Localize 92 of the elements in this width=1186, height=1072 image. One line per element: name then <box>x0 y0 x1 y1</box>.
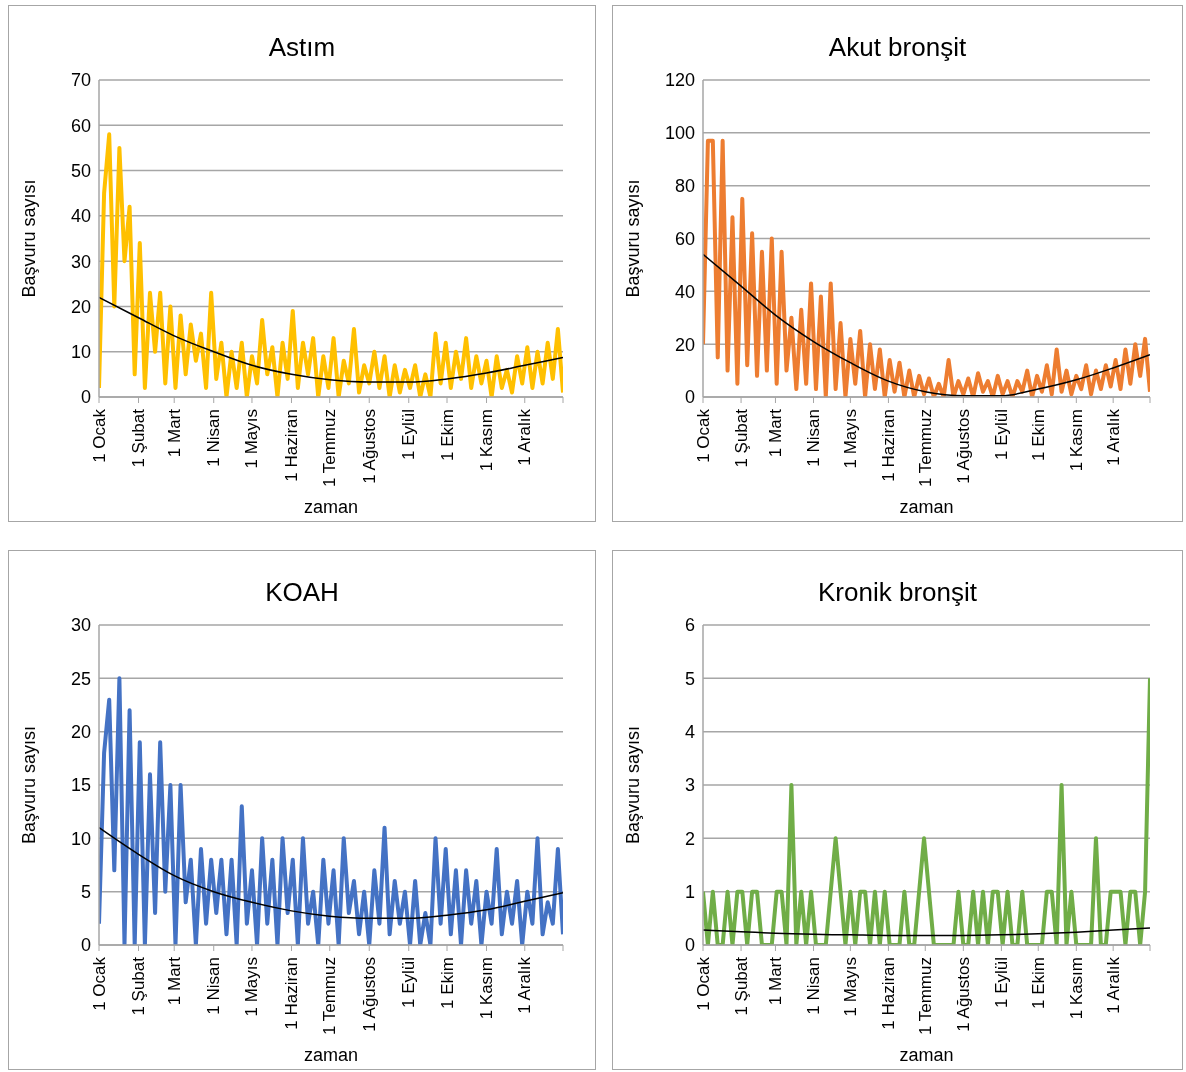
y-tick-label: 0 <box>684 935 695 956</box>
y-tick-label: 10 <box>70 342 91 363</box>
x-tick-label: 1 Aralık <box>1103 408 1123 466</box>
y-tick-label: 2 <box>684 828 695 849</box>
x-tick-label: 1 Temmuz <box>915 409 935 488</box>
x-tick-label: 1 Haziran <box>878 409 898 482</box>
y-axis-title: Başvuru sayısı <box>623 179 644 298</box>
x-tick-label: 1 Nisan <box>804 409 824 467</box>
line-series <box>99 296 563 383</box>
x-tick-label: 1 Haziran <box>281 409 301 482</box>
x-axis-title: zaman <box>303 1045 359 1065</box>
x-tick-label: 1 Temmuz <box>320 957 340 1036</box>
x-tick-label: 1 Ağustos <box>359 409 379 484</box>
x-tick-label: 1 Kasım <box>1066 409 1086 472</box>
x-tick-label: 1 Mart <box>164 408 184 458</box>
y-tick-label: 3 <box>684 775 695 796</box>
x-tick-label: 1 Mayıs <box>840 957 860 1017</box>
x-axis-title: zaman <box>303 497 359 517</box>
x-tick-label: 1 Şubat <box>129 408 149 468</box>
x-tick-label: 1 Haziran <box>878 957 898 1030</box>
y-tick-label: 10 <box>70 828 91 849</box>
x-tick-label: 1 Ocak <box>693 408 713 463</box>
x-tick-label: 1 Eylül <box>991 409 1011 461</box>
y-tick-label: 120 <box>664 70 695 91</box>
x-tick-label: 1 Ocak <box>89 956 109 1011</box>
x-tick-label: 1 Aralık <box>515 408 535 466</box>
chart-title: KOAH <box>264 577 340 609</box>
y-tick-label: 0 <box>80 387 91 408</box>
y-tick-label: 5 <box>684 668 695 689</box>
y-tick-label: 20 <box>70 722 91 743</box>
x-tick-label: 1 Temmuz <box>915 957 935 1036</box>
x-tick-label: 1 Ekim <box>437 957 457 1009</box>
chart-title: Akut bronşit <box>827 32 968 64</box>
y-tick-label: 70 <box>70 70 91 91</box>
x-axis-title: zaman <box>899 497 954 517</box>
chart-title: Kronik bronşit <box>817 577 978 609</box>
y-axis-title: Başvuru sayısı <box>623 725 644 845</box>
y-tick-label: 1 <box>684 882 695 903</box>
line-series <box>99 826 563 920</box>
y-tick-label: 30 <box>70 251 91 272</box>
x-tick-label: 1 Nisan <box>204 409 224 467</box>
x-tick-label: 1 Mayıs <box>242 957 262 1017</box>
x-tick-label: 1 Ekim <box>1028 409 1048 461</box>
y-axis-title: Başvuru sayısı <box>19 725 40 845</box>
x-tick-label: 1 Temmuz <box>320 409 340 488</box>
y-tick-label: 25 <box>70 668 91 689</box>
x-tick-label: 1 Ocak <box>89 408 109 463</box>
y-tick-label: 6 <box>684 615 695 636</box>
x-tick-label: 1 Ağustos <box>953 957 973 1032</box>
x-tick-label: 1 Ağustos <box>359 957 379 1032</box>
x-axis-title: zaman <box>899 1045 954 1065</box>
y-tick-label: 15 <box>70 775 91 796</box>
y-tick-label: 100 <box>664 123 695 144</box>
x-tick-label: 1 Mayıs <box>242 409 262 469</box>
x-tick-label: 1 Şubat <box>731 956 751 1016</box>
x-tick-label: 1 Haziran <box>281 957 301 1030</box>
y-tick-label: 20 <box>70 296 91 317</box>
x-tick-label: 1 Kasım <box>477 957 497 1020</box>
y-tick-label: 80 <box>674 176 695 197</box>
x-tick-label: 1 Eylül <box>991 957 1011 1009</box>
y-tick-label: 5 <box>80 882 91 903</box>
x-tick-label: 1 Şubat <box>129 956 149 1016</box>
y-tick-label: 50 <box>70 160 91 181</box>
x-tick-label: 1 Ağustos <box>953 409 973 484</box>
x-tick-label: 1 Ocak <box>693 956 713 1011</box>
x-tick-label: 1 Kasım <box>1066 957 1086 1020</box>
x-tick-label: 1 Mart <box>765 956 785 1006</box>
x-tick-label: 1 Nisan <box>804 957 824 1015</box>
x-tick-label: 1 Aralık <box>1103 956 1123 1014</box>
x-tick-label: 1 Mayıs <box>840 409 860 469</box>
chart-title: Astım <box>267 32 337 64</box>
y-tick-label: 30 <box>70 615 91 636</box>
x-tick-label: 1 Eylül <box>399 957 419 1009</box>
y-tick-label: 4 <box>684 722 695 743</box>
y-tick-label: 60 <box>70 115 91 136</box>
y-axis-title: Başvuru sayısı <box>19 179 40 298</box>
x-tick-label: 1 Ekim <box>1028 957 1048 1009</box>
y-tick-label: 20 <box>674 334 695 355</box>
y-tick-label: 40 <box>674 281 695 302</box>
x-tick-label: 1 Ekim <box>437 409 457 461</box>
y-tick-label: 40 <box>70 206 91 227</box>
y-tick-label: 0 <box>684 387 695 408</box>
x-tick-label: 1 Mart <box>164 956 184 1006</box>
x-tick-label: 1 Kasım <box>477 409 497 472</box>
x-tick-label: 1 Şubat <box>731 408 751 468</box>
x-tick-label: 1 Nisan <box>204 957 224 1015</box>
x-tick-label: 1 Mart <box>765 408 785 458</box>
line-series <box>703 927 1150 937</box>
y-tick-label: 0 <box>80 935 91 956</box>
x-tick-label: 1 Aralık <box>515 956 535 1014</box>
y-tick-label: 60 <box>674 228 695 249</box>
x-tick-label: 1 Eylül <box>399 409 419 461</box>
